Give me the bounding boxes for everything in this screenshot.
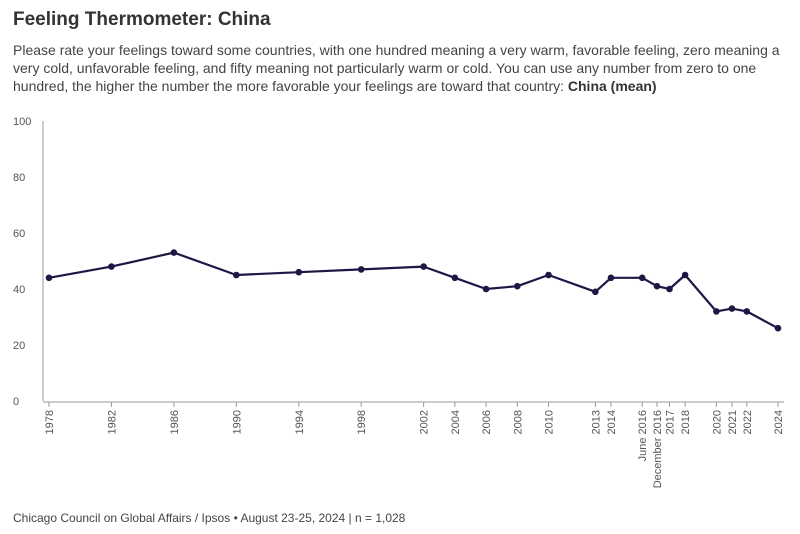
data-point <box>592 288 599 296</box>
chart-subtitle: Please rate your feelings toward some co… <box>13 41 793 95</box>
y-tick-label-20: 20 <box>13 340 25 352</box>
series-china-mean <box>45 249 782 332</box>
data-point <box>728 305 736 312</box>
x-tick-label: 1990 <box>231 410 243 434</box>
x-tick-label: 1982 <box>106 410 118 434</box>
data-point <box>514 282 521 290</box>
y-tick-label-60: 60 <box>13 228 25 240</box>
y-tick-label-100: 100 <box>13 116 31 128</box>
x-tick-label: 1998 <box>356 410 368 434</box>
chart-title: Feeling Thermometer: China <box>13 9 271 30</box>
x-tick-label: 2010 <box>544 410 556 434</box>
x-tick-label: 1986 <box>169 410 181 434</box>
data-point <box>743 308 751 315</box>
x-tick-label: 1994 <box>294 410 306 434</box>
data-point <box>170 249 178 256</box>
data-point <box>233 271 240 279</box>
x-tick-label: 2006 <box>481 410 493 434</box>
data-point <box>638 274 646 282</box>
y-tick-label-40: 40 <box>13 284 25 296</box>
data-point <box>774 324 782 332</box>
x-tick-label: 2014 <box>606 410 618 434</box>
x-tick-label: 2022 <box>742 410 754 434</box>
x-tick-label: 1978 <box>44 410 56 434</box>
x-tick-label: 2017 <box>665 410 677 434</box>
data-point <box>545 271 552 279</box>
y-axis: 0 20 40 60 80 100 <box>13 116 44 408</box>
data-point <box>108 263 115 270</box>
subtitle-series-name: China (mean) <box>567 78 657 94</box>
x-tick-label: 2008 <box>512 410 524 434</box>
data-point <box>666 285 673 293</box>
x-tick-label: 2013 <box>590 410 602 434</box>
data-point <box>482 285 490 293</box>
x-tick-label: 2018 <box>680 410 692 434</box>
x-tick-label: 2024 <box>773 410 785 434</box>
x-tick-label: 2020 <box>711 410 723 434</box>
x-tick-label: June 2016 <box>637 410 649 461</box>
subtitle-text: Please rate your feelings toward some co… <box>13 42 780 94</box>
x-tick-label: 2021 <box>727 410 739 434</box>
data-point <box>357 266 365 273</box>
x-axis: 1978 1982 1986 1990 1994 1998 2002 2004 2006 2008… <box>43 401 785 488</box>
data-point <box>681 271 689 279</box>
x-tick-label: 2004 <box>450 410 462 434</box>
data-point <box>45 274 53 282</box>
data-point <box>607 274 615 282</box>
x-tick-label: 2002 <box>419 410 431 434</box>
data-point <box>653 282 661 290</box>
data-point <box>451 274 459 282</box>
data-point <box>295 268 303 276</box>
y-tick-label-80: 80 <box>13 172 25 184</box>
data-point <box>420 263 427 270</box>
source-note: Chicago Council on Global Affairs / Ipso… <box>13 511 406 525</box>
y-tick-label-0: 0 <box>13 396 19 408</box>
data-point <box>713 308 720 315</box>
x-tick-label: December 2016 <box>652 410 664 488</box>
